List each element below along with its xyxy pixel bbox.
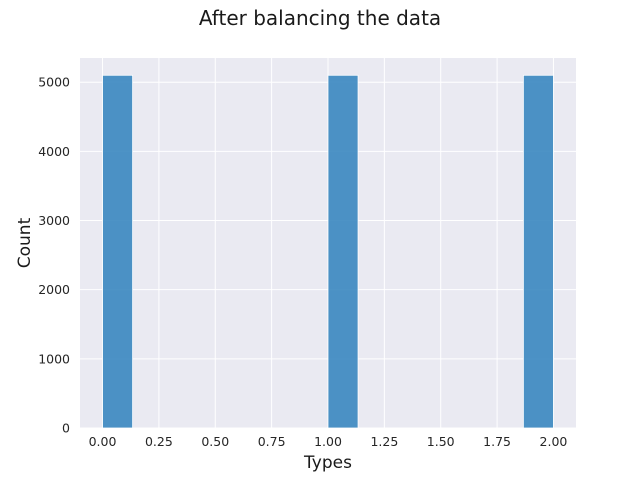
y-axis-label: Count — [15, 217, 35, 268]
x-tick-label: 1.50 — [427, 434, 455, 449]
bars — [102, 74, 554, 429]
x-tick-label: 0.75 — [258, 434, 286, 449]
x-tick-label: 1.75 — [483, 434, 511, 449]
y-tick-label: 0 — [62, 421, 70, 436]
x-tick-label: 1.00 — [314, 434, 342, 449]
histogram-bar — [523, 74, 554, 429]
y-tick-label: 2000 — [38, 282, 70, 297]
y-tick-labels: 0 1000 2000 3000 4000 5000 — [38, 75, 70, 436]
chart-title: After balancing the data — [199, 6, 441, 30]
y-tick-label: 5000 — [38, 75, 70, 90]
x-tick-labels: 0.00 0.25 0.50 0.75 1.00 1.25 1.50 1.75 2.00 — [89, 434, 568, 449]
x-tick-label: 0.50 — [201, 434, 229, 449]
y-tick-label: 4000 — [38, 144, 70, 159]
x-tick-label: 0.25 — [145, 434, 173, 449]
histogram-bar — [327, 74, 359, 429]
x-tick-label: 2.00 — [540, 434, 568, 449]
x-tick-label: 1.25 — [370, 434, 398, 449]
histogram-bar — [102, 74, 133, 429]
x-tick-label: 0.00 — [89, 434, 117, 449]
y-tick-label: 3000 — [38, 213, 70, 228]
y-tick-label: 1000 — [38, 351, 70, 366]
x-axis-label: Types — [303, 453, 352, 473]
